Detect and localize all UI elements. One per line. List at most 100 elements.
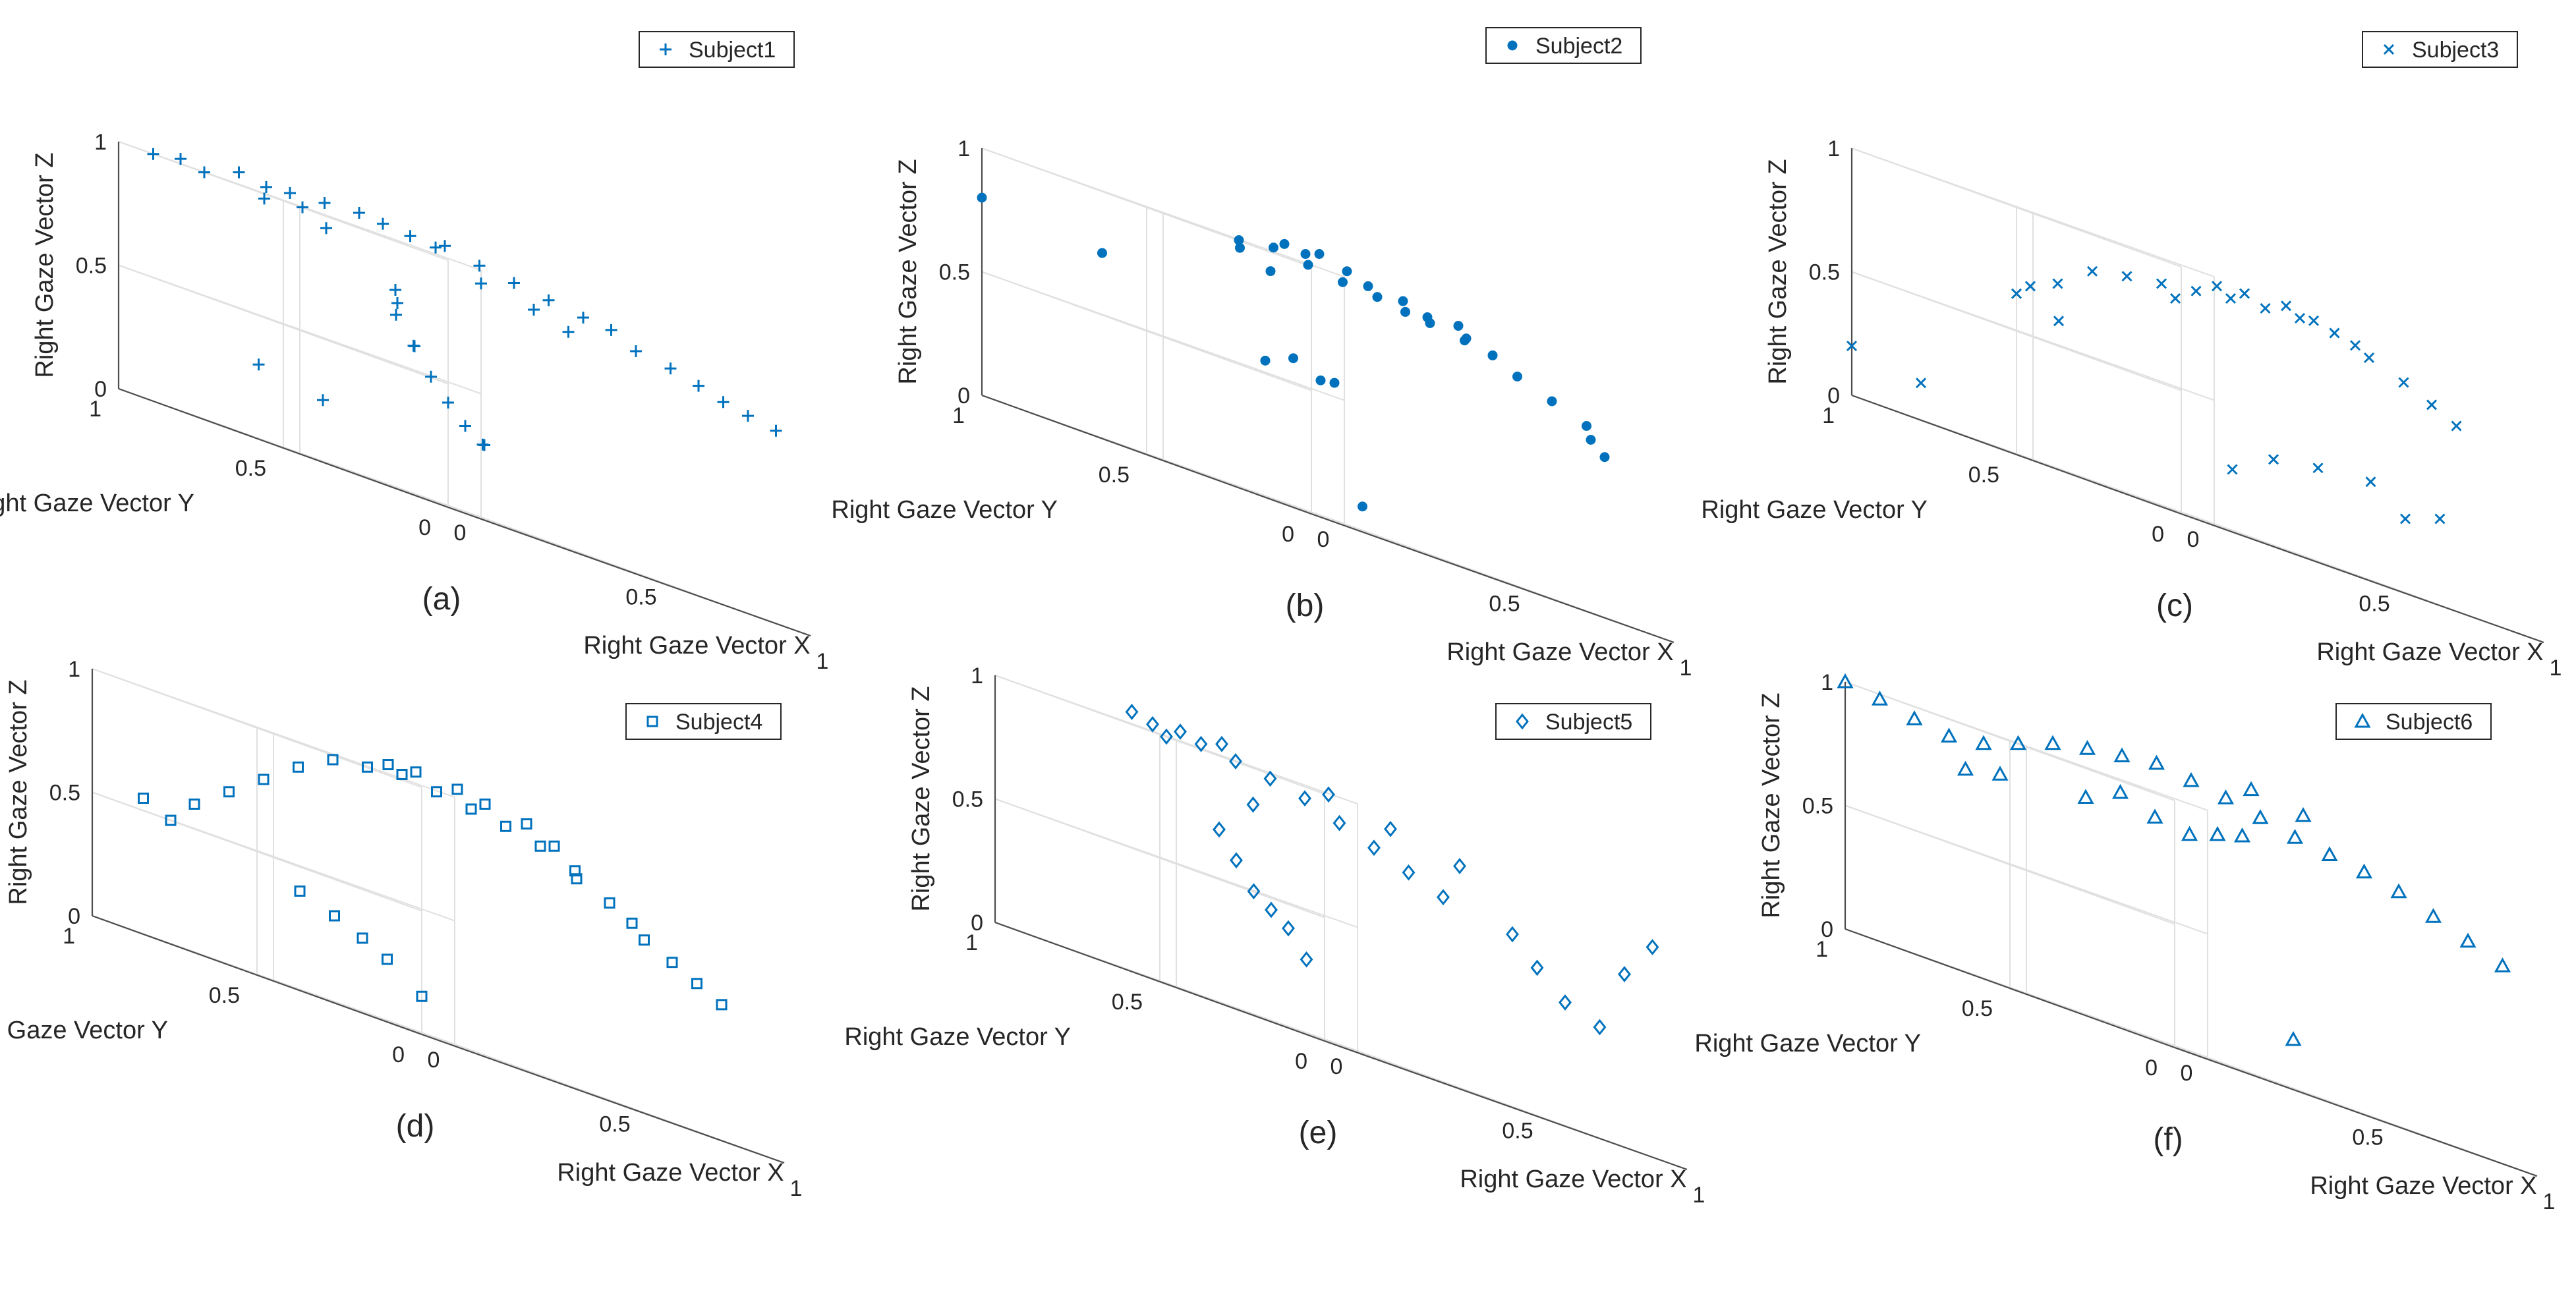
data-point	[223, 786, 235, 798]
y-tick-label: 0.5	[1968, 463, 1999, 488]
data-point	[1332, 814, 1346, 831]
data-point	[1263, 770, 1277, 787]
data-point	[1461, 333, 1472, 344]
data-point	[260, 181, 272, 193]
data-point	[1260, 355, 1271, 366]
data-point	[2113, 747, 2131, 762]
z-tick-label: 0.5	[1802, 794, 1833, 819]
z-axis-label: Right Gaze Vector Z	[907, 686, 935, 911]
data-point	[2227, 464, 2238, 475]
legend-box	[2335, 703, 2492, 740]
data-point	[2183, 772, 2200, 787]
y-tick-label: 0	[1282, 522, 1294, 547]
data-point	[258, 192, 270, 205]
data-point	[1940, 727, 1958, 743]
legend-box	[625, 703, 782, 740]
data-point	[233, 166, 245, 179]
data-point	[1559, 994, 1572, 1011]
data-point	[198, 166, 210, 179]
y-tick-label: 1	[1822, 403, 1835, 428]
data-point	[1453, 321, 1464, 331]
x-axis-label: Right Gaze Vector X	[2316, 638, 2543, 666]
panel-caption: (e)	[1299, 1115, 1338, 1150]
data-point	[1906, 710, 1923, 725]
data-point	[1400, 306, 1410, 317]
grid-line	[1845, 681, 2208, 811]
data-point	[2009, 735, 2027, 750]
data-point	[2424, 908, 2442, 923]
data-point	[2426, 399, 2438, 410]
y-axis-line	[1845, 928, 2175, 1049]
x-tick-label: 0.5	[1489, 592, 1520, 617]
x-tick-label: 1	[2550, 656, 2562, 681]
y-axis-label: Right Gaze Vector Y	[0, 490, 194, 517]
data-point	[569, 865, 581, 877]
scatter-points	[147, 148, 782, 451]
legend: Subject2	[1485, 27, 1642, 64]
data-point	[1269, 242, 1278, 253]
data-point	[2312, 463, 2324, 474]
x-axis-line	[2181, 513, 2544, 644]
data-point	[2078, 740, 2096, 755]
data-point	[2148, 754, 2165, 770]
data-point	[252, 358, 265, 371]
data-point	[410, 766, 422, 778]
z-tick-label: 1	[1827, 136, 1840, 161]
data-point	[2181, 826, 2198, 841]
grid-line	[1851, 148, 2215, 277]
data-point	[1298, 790, 1311, 807]
data-point	[409, 340, 420, 352]
y-axis-line	[92, 914, 422, 1036]
y-tick-label: 1	[965, 930, 978, 955]
data-point	[2329, 327, 2340, 339]
data-point	[416, 990, 428, 1002]
data-point	[175, 153, 186, 165]
data-point	[2355, 863, 2373, 879]
scatter-points	[1125, 704, 1659, 1036]
grid-line	[994, 798, 1358, 928]
x-tick-label: 0	[1331, 1054, 1343, 1079]
data-point	[691, 978, 702, 990]
data-point	[317, 394, 329, 407]
data-point	[604, 897, 615, 909]
z-tick-label: 1	[94, 130, 107, 155]
data-point	[2280, 300, 2292, 312]
data-point	[329, 910, 340, 922]
data-point	[2233, 827, 2251, 843]
z-tick-label: 1	[68, 657, 80, 682]
data-point	[1367, 839, 1381, 857]
data-point	[1300, 951, 1313, 968]
data-point	[2121, 271, 2132, 282]
data-point	[320, 222, 332, 235]
data-point	[1512, 372, 1522, 381]
data-point	[1586, 435, 1596, 445]
y-tick-label: 0.5	[1099, 463, 1130, 488]
y-tick-label: 0.5	[235, 456, 266, 481]
data-point	[258, 774, 270, 785]
z-tick-label: 0.5	[939, 260, 970, 285]
data-point	[293, 761, 304, 773]
data-point	[1315, 375, 1326, 385]
x-tick-label: 0	[454, 520, 467, 546]
y-tick-label: 1	[63, 924, 75, 949]
y-axis-line	[981, 394, 1312, 515]
data-point	[357, 932, 368, 944]
z-tick-label: 0	[1821, 917, 1833, 942]
data-point	[1384, 820, 1397, 837]
legend-marker	[1516, 713, 1529, 730]
data-point	[717, 396, 730, 408]
z-tick-label: 0	[971, 911, 983, 936]
legend-label: Subject5	[1545, 710, 1632, 735]
legend: Subject1	[639, 31, 795, 68]
data-point	[562, 325, 575, 338]
data-point	[542, 294, 555, 306]
z-tick-label: 0.5	[952, 787, 983, 812]
x-tick-label: 0.5	[2359, 592, 2390, 617]
legend-marker	[1507, 40, 1518, 51]
data-point	[377, 217, 389, 230]
data-point	[1487, 350, 1498, 360]
data-point	[1506, 926, 1519, 943]
